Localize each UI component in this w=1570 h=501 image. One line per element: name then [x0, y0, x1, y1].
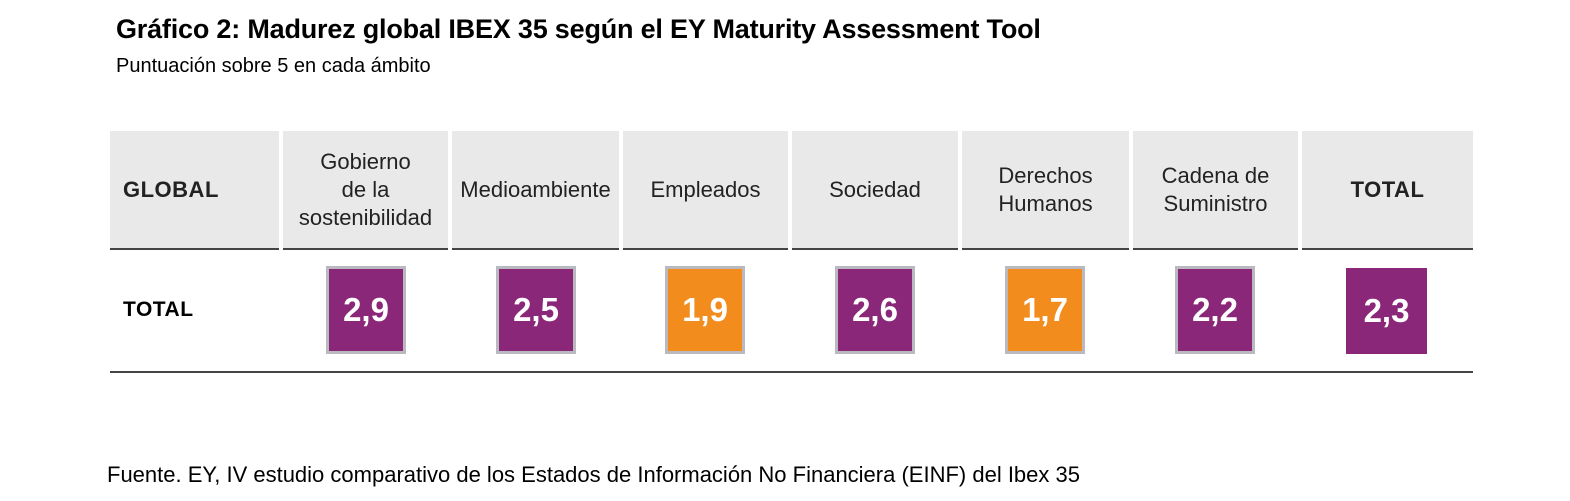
score-empleados: 1,9 — [665, 266, 745, 354]
score-total: 2,3 — [1346, 268, 1427, 354]
header-medioambiente: Medioambiente — [452, 131, 619, 250]
chart-title: Gráfico 2: Madurez global IBEX 35 según … — [116, 14, 1041, 44]
score-gobierno: 2,9 — [326, 266, 406, 354]
table-bottom-rule — [110, 371, 1473, 373]
score-derechos-humanos: 1,7 — [1005, 266, 1085, 354]
header-empleados: Empleados — [623, 131, 788, 250]
header-total: TOTAL — [1302, 131, 1473, 250]
score-medioambiente: 2,5 — [496, 266, 576, 354]
table-header: GLOBAL Gobierno de la sostenibilidad Med… — [110, 131, 1473, 250]
score-cadena-suministro: 2,2 — [1175, 266, 1255, 354]
header-gobierno: Gobierno de la sostenibilidad — [283, 131, 448, 250]
source-note: Fuente. EY, IV estudio comparativo de lo… — [107, 462, 1080, 487]
score-sociedad: 2,6 — [835, 266, 915, 354]
header-global: GLOBAL — [110, 131, 279, 250]
header-derechos-humanos: Derechos Humanos — [962, 131, 1129, 250]
chart-subtitle: Puntuación sobre 5 en cada ámbito — [116, 55, 431, 77]
header-cadena-suministro: Cadena de Suministro — [1133, 131, 1298, 250]
header-sociedad: Sociedad — [792, 131, 958, 250]
row-label-total: TOTAL — [123, 298, 194, 321]
